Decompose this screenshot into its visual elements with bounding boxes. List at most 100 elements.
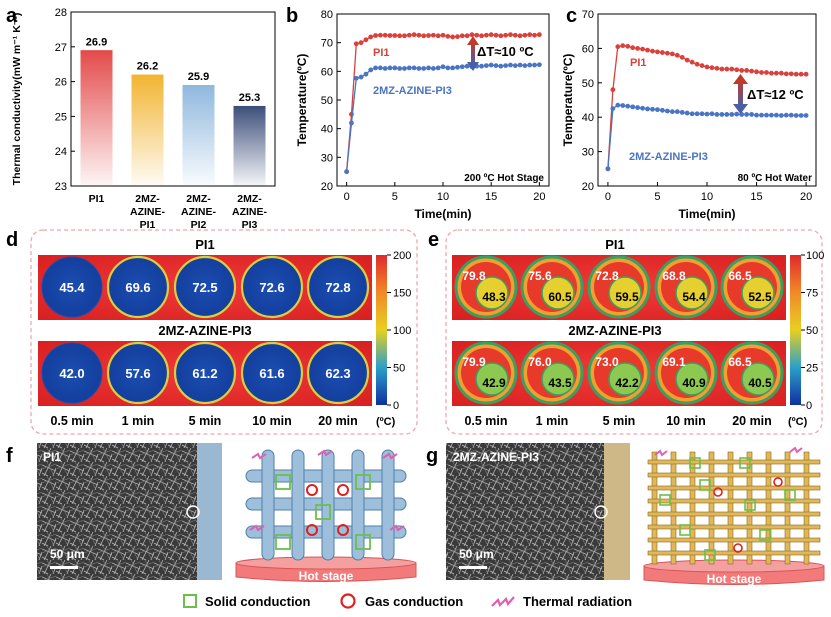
data-point: [430, 66, 436, 71]
row-title-2mz-azine-pi3: 2MZ-AZINE-PI3: [568, 323, 661, 338]
data-point: [669, 109, 675, 115]
x-tick-label: 0: [605, 191, 611, 203]
data-point: [694, 111, 700, 117]
data-point: [724, 112, 730, 117]
axes-frame: [70, 11, 276, 187]
series-label-2mz-azine-pi3: 2MZ-AZINE-PI3: [373, 85, 452, 97]
outer-temperature-label: 66.5: [728, 269, 752, 283]
data-point: [368, 67, 374, 73]
bar: [233, 105, 266, 186]
inner-temperature-label: 40.5: [748, 376, 772, 390]
outer-temperature-label: 68.8: [662, 269, 686, 283]
outer-temperature-label: 72.8: [595, 269, 619, 283]
data-point: [764, 70, 769, 75]
temperature-label: 72.6: [259, 280, 284, 295]
temperature-label: 61.6: [259, 366, 284, 381]
data-point: [744, 68, 750, 73]
y-tick-label: 25: [55, 111, 67, 123]
lattice-bar: [647, 472, 821, 478]
temperature-label: 72.8: [325, 280, 350, 295]
lattice-bar: [647, 511, 821, 517]
data-point: [645, 47, 650, 53]
delta-arrow: [733, 74, 748, 114]
y-tick-label: 20: [321, 181, 333, 193]
data-point: [714, 112, 720, 117]
legend-solid-conduction: Solid conduction: [205, 594, 310, 609]
data-point: [503, 32, 509, 38]
series-label-pi1: PI1: [630, 57, 647, 69]
legend-thermal-radiation: Thermal radiation: [523, 594, 632, 609]
time-label: 10 min: [666, 414, 706, 428]
data-point: [498, 33, 504, 39]
data-point: [719, 66, 725, 72]
data-point: [344, 169, 350, 175]
line-chart-hot-stage: 0 5 10 15 20 20 30 40 50 60 70 80 Time(min) Tempera…: [295, 9, 550, 221]
data-point: [416, 32, 422, 38]
data-point: [503, 63, 509, 68]
lattice-bar: [651, 451, 658, 565]
data-point: [650, 106, 655, 112]
data-point: [406, 65, 412, 71]
data-point: [689, 59, 695, 65]
zoom-circle: [594, 505, 608, 519]
pore-model-2mz-azine-pi3: Hot stage: [643, 446, 825, 586]
data-point: [517, 62, 523, 68]
row-title-2mz-azine-pi3: 2MZ-AZINE-PI3: [158, 323, 251, 338]
colorbar-tick-label: 150: [393, 288, 411, 300]
zoom-circle: [186, 505, 200, 519]
data-point: [488, 32, 494, 38]
colorbar-unit: (ºC): [376, 416, 396, 428]
data-point: [640, 46, 645, 52]
data-point: [464, 63, 470, 69]
zoom-wedge: [197, 443, 222, 580]
x-tick-label: 10: [437, 191, 449, 203]
y-tick-label: 60: [582, 43, 594, 55]
lattice-bar: [647, 550, 821, 556]
data-point: [522, 63, 528, 68]
lattice-bar: [708, 451, 715, 565]
data-point: [610, 87, 616, 93]
data-point: [788, 112, 794, 118]
data-point: [620, 103, 626, 108]
thermal-disc-inner: [608, 276, 642, 310]
thermal-disc-inner: [608, 362, 642, 396]
inner-temperature-label: 59.5: [615, 290, 639, 304]
data-point: [416, 66, 422, 71]
data-point: [397, 66, 403, 71]
panel-letter-d: d: [6, 229, 18, 251]
data-point: [382, 66, 388, 71]
y-tick-label: 26: [55, 77, 67, 89]
data-point: [640, 105, 645, 111]
data-point: [517, 33, 523, 39]
mechanism-legend: Solid conduction Gas conduction Thermal …: [183, 593, 632, 609]
data-point: [615, 102, 621, 108]
bar-top: [131, 74, 164, 78]
panel-letter-f: f: [6, 445, 13, 467]
colorbar-tick-label: 100: [806, 250, 824, 262]
inner-temperature-label: 52.5: [748, 290, 772, 304]
y-tick-label: 40: [321, 124, 333, 136]
condition-label: 80 ºC Hot Water: [738, 173, 813, 184]
inner-temperature-label: 42.2: [615, 376, 639, 390]
data-point: [459, 33, 465, 39]
data-point: [483, 63, 489, 68]
y-tick-label: 20: [582, 181, 594, 193]
data-point: [411, 65, 417, 71]
data-point: [635, 46, 641, 51]
data-point: [358, 74, 364, 80]
data-point: [363, 71, 369, 77]
x-tick-label: 5: [654, 191, 660, 203]
data-point: [729, 112, 735, 117]
colorbar-unit: (ºC): [788, 416, 808, 428]
data-point: [411, 32, 417, 38]
hot-stage-label: Hot stage: [707, 572, 762, 586]
colorbar-tick-label: 100: [393, 325, 411, 337]
bar-value-label: 26.9: [86, 36, 107, 48]
data-point: [522, 32, 528, 38]
data-point: [435, 65, 441, 71]
data-point: [620, 43, 626, 49]
data-point: [615, 44, 621, 50]
series-label-2mz-azine-pi3: 2MZ-AZINE-PI3: [629, 151, 708, 163]
data-point: [402, 66, 407, 71]
